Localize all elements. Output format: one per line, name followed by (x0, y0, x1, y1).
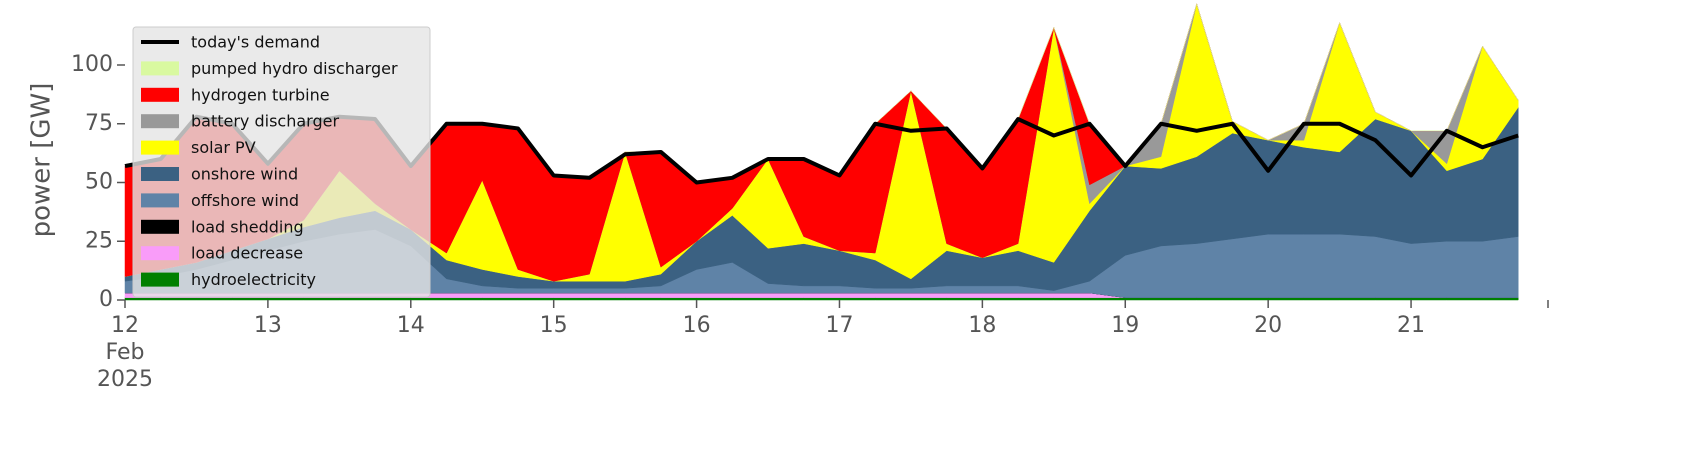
area (124, 297, 1519, 301)
y-tick-label: 0 (99, 287, 113, 312)
x-tick-label: 15 (539, 313, 568, 338)
legend-swatch (141, 246, 179, 261)
legend-label: load shedding (191, 217, 304, 236)
x-tick-label: 12 Feb 2025 (97, 313, 153, 392)
y-tick-label: 50 (85, 170, 113, 195)
legend-swatch (141, 114, 179, 129)
x-tick-label: 14 (396, 313, 425, 338)
x-tick-label: 17 (825, 313, 854, 338)
y-axis-label: power [GW] (27, 83, 57, 238)
x-tick-label: 21 (1397, 313, 1426, 338)
legend: today's demand pumped hydro discharger hyd… (132, 26, 431, 298)
legend-swatch (141, 167, 179, 181)
y-tick-label: 100 (71, 52, 113, 77)
y-tick-label: 75 (85, 111, 113, 136)
legend-label: load decrease (191, 244, 303, 263)
x-tick-label: 16 (682, 313, 711, 338)
legend-label: hydrogen turbine (191, 85, 330, 104)
x-tick-label: 19 (1111, 313, 1140, 338)
legend-label: hydroelectricity (191, 270, 316, 289)
legend-swatch (141, 140, 179, 155)
y-tick-label: 25 (85, 228, 113, 253)
legend-label: battery discharger (191, 112, 339, 131)
legend-swatch (141, 219, 179, 234)
x-tick-label: 18 (968, 313, 997, 338)
x-tick-label: 20 (1254, 313, 1283, 338)
legend-label: onshore wind (191, 165, 298, 184)
legend-swatch (141, 87, 179, 102)
legend-label: today's demand (191, 33, 320, 52)
legend-swatch (141, 61, 179, 76)
x-tick-label: 13 (253, 313, 282, 338)
legend-swatch (141, 272, 179, 287)
legend-label: solar PV (191, 138, 256, 157)
legend-swatch (141, 193, 179, 208)
legend-box (132, 26, 431, 298)
legend-label: pumped hydro discharger (191, 59, 398, 78)
legend-label: offshore wind (191, 191, 299, 210)
